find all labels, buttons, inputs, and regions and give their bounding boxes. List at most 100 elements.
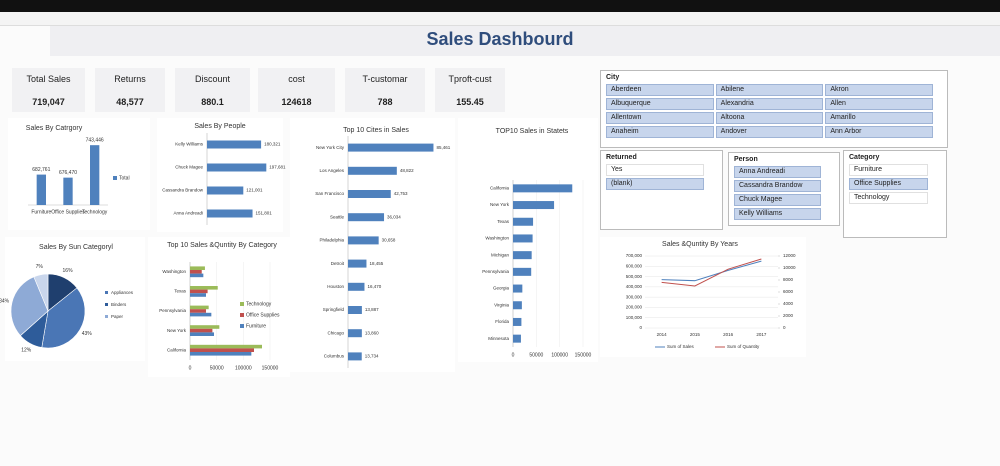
- y-tick-label: New York: [167, 328, 187, 333]
- slicer-item[interactable]: Amarillo: [825, 112, 933, 124]
- legend-label: Furniture: [246, 323, 266, 329]
- kpi-card: cost 124618: [258, 68, 335, 112]
- bar: [513, 284, 523, 293]
- x-tick-label: 2016: [723, 332, 734, 337]
- y-tick-label: Michigan: [491, 252, 510, 257]
- legend-swatch: [105, 291, 108, 294]
- slicer-title: Returned: [606, 154, 637, 161]
- y-tick-label: Columbus: [324, 354, 345, 359]
- bar: [513, 317, 522, 326]
- bar: [190, 293, 206, 297]
- chart-title: Sales &Quntity By Years: [662, 241, 738, 248]
- bar: [513, 184, 573, 193]
- slicer-item[interactable]: (blank): [606, 178, 704, 190]
- y-tick-label: Pennsylvania: [159, 308, 186, 313]
- kpi-card: Total Sales 719,047: [12, 68, 85, 112]
- bar: [348, 236, 379, 245]
- chart-title: TOP10 Sales in Statets: [496, 128, 569, 135]
- slicer: Returned Yes (blank): [600, 150, 723, 230]
- x-tick-label: 2015: [690, 332, 701, 337]
- legend-label: Sum of Quantity: [727, 344, 760, 349]
- y-tick-label: New York: [490, 202, 510, 207]
- legend-swatch: [113, 176, 117, 180]
- kpi-card: T-customar 788: [345, 68, 425, 112]
- legend-label: Sum of Sales: [667, 344, 695, 349]
- pie-slice: [33, 273, 49, 312]
- y-tick-label: 300,000: [626, 294, 643, 299]
- window-bar: [0, 0, 1000, 12]
- legend-label: Total: [119, 175, 130, 181]
- data-label: 7%: [36, 264, 44, 270]
- data-label: 42,753: [394, 191, 408, 196]
- slicer-item[interactable]: Akron: [825, 84, 933, 96]
- bar: [513, 251, 532, 260]
- y-tick-label: San Francisco: [315, 191, 344, 196]
- data-label: 34%: [0, 298, 10, 304]
- slicer-item[interactable]: Chuck Magee: [734, 194, 821, 206]
- data-label: 13,887: [365, 307, 379, 312]
- slicer-item[interactable]: Andover: [715, 126, 824, 138]
- chart-title: Sales By People: [194, 123, 245, 130]
- slicer-item[interactable]: Ann Arbor: [825, 126, 933, 138]
- legend-label: Office Supplies: [246, 312, 280, 318]
- toolbar: [0, 12, 1000, 26]
- x-tick-label: Office Supplies: [51, 209, 85, 215]
- data-label: 682,761: [32, 167, 50, 173]
- slicer-items: Anna Andreadi Cassandra Brandow Chuck Mage…: [729, 166, 839, 220]
- bar: [348, 143, 434, 152]
- bar: [190, 266, 205, 271]
- legend-swatch: [240, 324, 244, 328]
- line: [661, 258, 762, 287]
- slicer-item[interactable]: Abilene: [715, 84, 824, 96]
- slicer-item[interactable]: Anaheim: [606, 126, 714, 138]
- bar: [190, 312, 212, 317]
- slicer: City Aberdeen Abilene Akron Albuquerque Alexa…: [600, 70, 948, 148]
- slicer-items: Aberdeen Abilene Akron Albuquerque Alexandri…: [601, 84, 947, 138]
- data-label: 676,470: [59, 170, 77, 176]
- slicer-item[interactable]: Allentown: [606, 112, 714, 124]
- slicer-item[interactable]: Yes: [606, 164, 704, 176]
- kpi-value: 788: [377, 97, 393, 107]
- bar: [513, 334, 521, 343]
- y-tick-label: Washington: [485, 236, 509, 241]
- bar: [90, 145, 100, 205]
- y-tick-label: Chicago: [327, 330, 344, 335]
- x-tick-label: 150000: [575, 352, 592, 358]
- y-tick-label: Washington: [162, 269, 186, 274]
- slicer-item[interactable]: Alexandria: [715, 98, 824, 110]
- data-label: 12%: [21, 348, 32, 354]
- legend-swatch: [105, 303, 108, 306]
- slicer-item[interactable]: Albuquerque: [606, 98, 714, 110]
- bar: [513, 201, 555, 210]
- slicer-item[interactable]: Anna Andreadi: [734, 166, 821, 178]
- kpi-card: Discount 880.1: [175, 68, 250, 112]
- slicer-item[interactable]: Altoona: [715, 112, 824, 124]
- bar: [348, 306, 362, 314]
- slicer-item[interactable]: Cassandra Brandow: [734, 180, 821, 192]
- y2-tick-label: 0: [783, 325, 786, 330]
- slicer-title: Person: [734, 156, 758, 163]
- bar: [190, 348, 254, 352]
- y-tick-label: Philadelphia: [319, 238, 344, 243]
- slicer-item[interactable]: Aberdeen: [606, 84, 714, 96]
- slicer-item[interactable]: Kelly Williams: [734, 208, 821, 220]
- slicer-item[interactable]: Allen: [825, 98, 933, 110]
- data-label: 85,461: [436, 145, 450, 150]
- slicer-item[interactable]: Office Supplies: [849, 178, 928, 190]
- y-tick-label: Houston: [327, 284, 344, 289]
- bar: [513, 234, 533, 243]
- y-tick-label: 200,000: [626, 305, 643, 310]
- y-tick-label: 0: [639, 325, 642, 330]
- slicer-items: Yes (blank): [601, 164, 722, 190]
- y-tick-label: Cassandra Brandow: [162, 188, 204, 193]
- slicer-item[interactable]: Technology: [849, 192, 928, 204]
- kpi-label: Total Sales: [26, 74, 71, 84]
- x-tick-label: 100000: [235, 365, 252, 371]
- kpi-label: T-customar: [362, 74, 408, 84]
- slicer: Category Furniture Office Supplies Technolo…: [843, 150, 947, 238]
- y-tick-label: Los Angeles: [319, 168, 344, 173]
- bar: [190, 305, 209, 310]
- bar: [190, 270, 202, 274]
- slicer-item[interactable]: Furniture: [849, 164, 928, 176]
